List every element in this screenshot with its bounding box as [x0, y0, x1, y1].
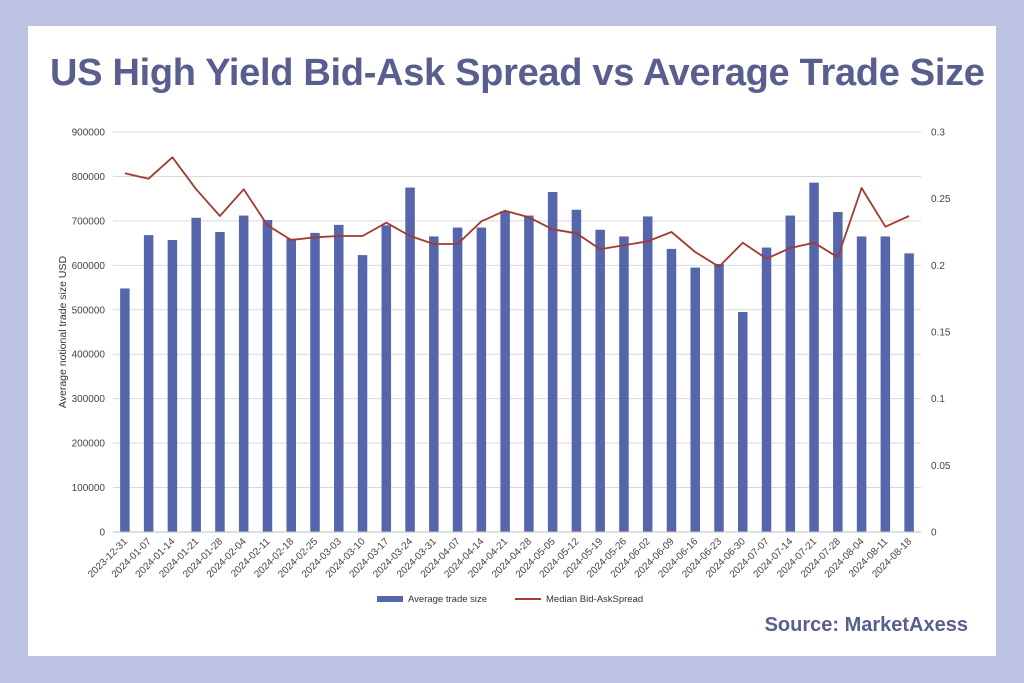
bar — [429, 236, 439, 532]
bar — [642, 216, 653, 532]
bar — [714, 264, 724, 532]
legend-label-line: Median Bid-AskSpread — [546, 594, 643, 605]
bar — [143, 235, 154, 532]
legend-swatch-bar — [377, 596, 403, 602]
bar — [286, 238, 296, 532]
bar — [690, 267, 700, 532]
legend-label-bar: Average trade size — [408, 594, 487, 605]
y-axis-label: Average notional trade size USD — [57, 256, 69, 409]
chart-card: US High Yield Bid-Ask Spread vs Average … — [28, 26, 996, 656]
y2-tick-label: 0.05 — [931, 461, 951, 472]
y2-tick-label: 0.1 — [931, 394, 945, 405]
y-tick-label: 900000 — [72, 128, 106, 139]
y2-tick-label: 0.3 — [931, 128, 945, 139]
bar — [476, 227, 487, 533]
chart-svg: 0 100000 200000 300000 400000 500000 600000 700… — [57, 128, 951, 606]
y-tick-label: 600000 — [72, 261, 106, 272]
bar — [500, 211, 510, 532]
bar — [785, 215, 796, 533]
bar — [833, 212, 843, 532]
bar — [310, 232, 320, 532]
bar — [262, 220, 273, 532]
bar — [405, 187, 415, 533]
y-tick-label: 400000 — [72, 350, 106, 361]
bar — [761, 247, 772, 533]
bar — [357, 255, 368, 532]
bar — [381, 225, 392, 533]
y-tick-label: 0 — [99, 528, 105, 539]
bar — [809, 182, 819, 532]
bar — [595, 229, 605, 532]
y2-tick-label: 0.25 — [931, 194, 951, 205]
bar — [524, 215, 534, 533]
y-tick-label: 100000 — [72, 483, 106, 494]
bar — [167, 240, 178, 532]
y-tick-label: 700000 — [72, 216, 106, 227]
source-note: Source: MarketAxess — [764, 614, 968, 636]
y-tick-label: 200000 — [72, 439, 106, 450]
bar — [547, 192, 558, 532]
bar — [856, 236, 867, 532]
bar — [120, 288, 130, 532]
y2-tick-label: 0 — [931, 528, 937, 539]
bar — [191, 217, 201, 532]
chart-title: US High Yield Bid-Ask Spread vs Average … — [50, 52, 985, 94]
bar — [904, 253, 914, 533]
spread-line — [124, 156, 910, 268]
bar — [880, 236, 891, 532]
bar — [238, 215, 249, 533]
bar — [215, 232, 225, 532]
bar — [619, 236, 629, 532]
y-tick-label: 500000 — [72, 305, 106, 316]
bar — [334, 224, 344, 532]
y-tick-label: 800000 — [72, 172, 106, 183]
y2-tick-label: 0.2 — [931, 261, 945, 272]
bar — [738, 312, 748, 532]
y2-tick-label: 0.15 — [931, 328, 951, 339]
bar — [571, 209, 582, 532]
bar — [452, 227, 463, 533]
y-tick-label: 300000 — [72, 394, 106, 405]
bar — [666, 248, 677, 532]
